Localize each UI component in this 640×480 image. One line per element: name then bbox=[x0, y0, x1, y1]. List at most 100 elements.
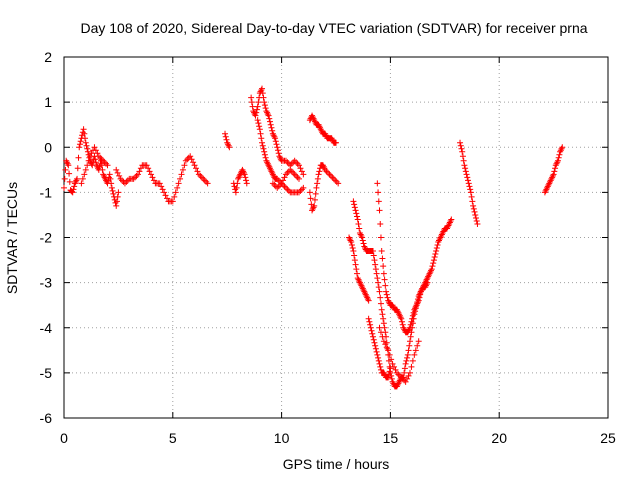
data-point bbox=[365, 315, 372, 322]
data-point bbox=[150, 177, 157, 184]
data-point bbox=[358, 232, 365, 239]
data-point bbox=[261, 151, 268, 158]
data-point bbox=[557, 147, 564, 154]
data-point bbox=[284, 159, 291, 166]
data-point bbox=[370, 336, 377, 343]
data-point bbox=[174, 184, 181, 191]
data-point bbox=[80, 126, 87, 133]
data-point bbox=[406, 338, 413, 345]
x-tick-label: 0 bbox=[60, 430, 68, 446]
data-point bbox=[175, 180, 182, 187]
data-point bbox=[470, 202, 477, 209]
data-point bbox=[459, 153, 466, 160]
data-point bbox=[466, 183, 473, 190]
data-point bbox=[265, 112, 272, 119]
data-point bbox=[92, 156, 99, 163]
data-point bbox=[298, 168, 305, 175]
data-point bbox=[294, 174, 301, 181]
data-point bbox=[282, 157, 289, 164]
data-point bbox=[468, 193, 475, 200]
data-point bbox=[300, 171, 307, 178]
data-point bbox=[271, 181, 278, 188]
data-point bbox=[406, 324, 413, 331]
data-point bbox=[417, 291, 424, 298]
data-point bbox=[375, 189, 382, 196]
data-point bbox=[389, 360, 396, 367]
data-point bbox=[297, 187, 304, 194]
data-point bbox=[360, 240, 367, 247]
data-point bbox=[91, 144, 98, 151]
data-point bbox=[203, 178, 210, 185]
data-point bbox=[375, 357, 382, 364]
data-point bbox=[352, 207, 359, 214]
data-point bbox=[266, 118, 273, 125]
data-point bbox=[405, 347, 412, 354]
data-point bbox=[187, 153, 194, 160]
data-point bbox=[370, 252, 377, 259]
data-point bbox=[110, 190, 117, 197]
data-point bbox=[104, 162, 111, 169]
data-point bbox=[406, 369, 413, 376]
data-point bbox=[249, 103, 256, 110]
data-point bbox=[350, 248, 357, 255]
data-point bbox=[373, 348, 380, 355]
data-point bbox=[243, 180, 250, 187]
data-point bbox=[169, 198, 176, 205]
data-point bbox=[259, 142, 266, 149]
data-point bbox=[262, 105, 269, 112]
data-point bbox=[306, 189, 313, 196]
data-point bbox=[356, 225, 363, 232]
data-point bbox=[275, 183, 282, 190]
data-point bbox=[232, 186, 239, 193]
data-point bbox=[401, 369, 408, 376]
data-point bbox=[268, 124, 275, 131]
data-point bbox=[92, 147, 99, 154]
data-point bbox=[375, 279, 382, 286]
data-point bbox=[248, 99, 255, 106]
data-point bbox=[64, 160, 71, 167]
data-point bbox=[408, 363, 415, 370]
data-point bbox=[431, 254, 438, 261]
data-point bbox=[241, 171, 248, 178]
data-point bbox=[365, 297, 372, 304]
data-point bbox=[412, 347, 419, 354]
data-point bbox=[190, 159, 197, 166]
data-point bbox=[83, 142, 90, 149]
data-point bbox=[554, 159, 561, 166]
data-point bbox=[94, 150, 101, 157]
data-point bbox=[242, 174, 249, 181]
data-point bbox=[123, 178, 130, 185]
data-point bbox=[372, 345, 379, 352]
data-point bbox=[402, 378, 409, 385]
data-point bbox=[101, 159, 108, 166]
data-point bbox=[193, 165, 200, 172]
data-point bbox=[555, 154, 562, 161]
data-point bbox=[405, 372, 412, 379]
data-point bbox=[367, 321, 374, 328]
data-point bbox=[332, 177, 339, 184]
data-point bbox=[382, 282, 389, 289]
data-point bbox=[330, 175, 337, 182]
data-point bbox=[282, 184, 289, 191]
data-point bbox=[274, 184, 281, 191]
data-point bbox=[178, 171, 185, 178]
data-point bbox=[375, 198, 382, 205]
data-point bbox=[232, 189, 239, 196]
data-point bbox=[376, 324, 383, 331]
data-point bbox=[259, 139, 266, 146]
x-tick-label: 10 bbox=[274, 430, 290, 446]
data-point bbox=[261, 99, 268, 106]
data-point bbox=[357, 231, 364, 238]
y-tick-label: -4 bbox=[40, 320, 53, 336]
data-point bbox=[465, 180, 472, 187]
data-point bbox=[136, 168, 143, 175]
data-point bbox=[76, 141, 83, 148]
data-point bbox=[351, 201, 358, 208]
data-point bbox=[353, 210, 360, 217]
data-point bbox=[84, 145, 91, 152]
data-point bbox=[269, 127, 276, 134]
data-point bbox=[347, 237, 354, 244]
data-point bbox=[380, 338, 387, 345]
data-point bbox=[404, 375, 411, 382]
data-point bbox=[351, 252, 358, 259]
